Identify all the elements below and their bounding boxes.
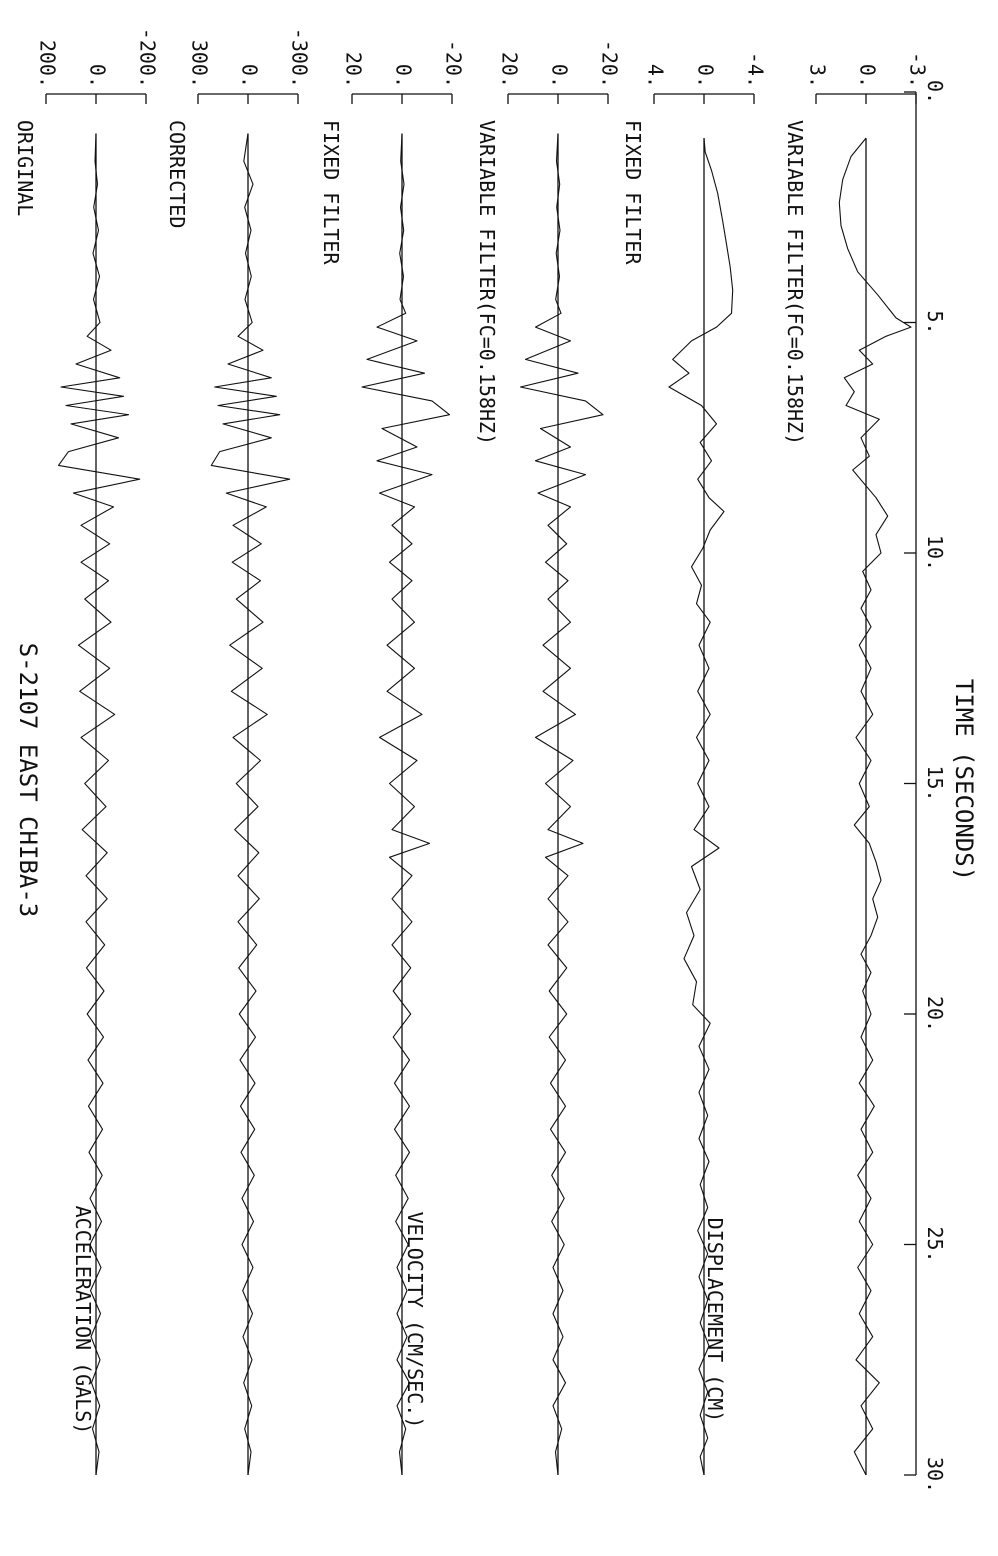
y-tick-label: -4. bbox=[744, 52, 768, 88]
y-tick-label: 20. bbox=[342, 52, 366, 88]
y-tick-label: 200. bbox=[36, 40, 60, 88]
x-tick-label: 10. bbox=[923, 535, 947, 571]
x-tick-label: 25. bbox=[923, 1226, 947, 1262]
y-tick-label: 0. bbox=[238, 64, 262, 88]
y-tick-label: 0. bbox=[86, 64, 110, 88]
panel-4: 20. 0. -20. VARIABLE FILTER(FC=0.158HZ) bbox=[475, 40, 622, 1476]
panel-label: ORIGINAL bbox=[13, 120, 37, 216]
panel-2: 300. 0. -300. CORRECTED bbox=[165, 28, 312, 1476]
y-tick-label: 4. bbox=[644, 64, 668, 88]
y-tick-label: -20. bbox=[442, 40, 466, 88]
y-tick-label: 0. bbox=[856, 64, 880, 88]
panel-label: VARIABLE FILTER(FC=0.158HZ) bbox=[783, 120, 807, 445]
x-tick-label: 15. bbox=[923, 765, 947, 801]
y-tick-label: 0. bbox=[548, 64, 572, 88]
group-labels: ACCELERATION (GALS) VELOCITY (CM/SEC.) D… bbox=[71, 1206, 727, 1435]
panel-label: CORRECTED bbox=[165, 120, 189, 228]
displacement-group-label: DISPLACEMENT (CM) bbox=[703, 1218, 727, 1423]
trace-line bbox=[519, 133, 604, 1476]
trace-line bbox=[57, 133, 141, 1476]
velocity-group-label: VELOCITY (CM/SEC.) bbox=[403, 1212, 427, 1429]
trace-line bbox=[210, 133, 291, 1476]
panel-label: FIXED FILTER bbox=[319, 120, 343, 265]
panel-3: 20. 0. -20. FIXED FILTER bbox=[319, 40, 466, 1476]
y-tick-label: 20. bbox=[498, 52, 522, 88]
panel-5: 4. 0. -4. FIXED FILTER bbox=[621, 52, 768, 1476]
x-tick-label: 0. bbox=[923, 80, 947, 104]
y-tick-label: -3. bbox=[906, 52, 930, 88]
acceleration-group-label: ACCELERATION (GALS) bbox=[71, 1206, 95, 1435]
trace-line bbox=[668, 138, 734, 1476]
x-tick-label: 20. bbox=[923, 996, 947, 1032]
y-tick-label: 0. bbox=[392, 64, 416, 88]
y-tick-label: 0. bbox=[694, 64, 718, 88]
y-tick-label: -300. bbox=[288, 28, 312, 88]
panel-label: VARIABLE FILTER(FC=0.158HZ) bbox=[475, 120, 499, 445]
trace-line bbox=[838, 137, 912, 1476]
x-tick-label: 5. bbox=[923, 310, 947, 334]
x-axis-label: TIME (SECONDS) bbox=[950, 679, 978, 881]
y-tick-label: -20. bbox=[598, 40, 622, 88]
panel-6: 3. 0. -3. VARIABLE FILTER(FC=0.158HZ) bbox=[783, 52, 930, 1476]
chart-title: S-2107 EAST CHIBA-3 bbox=[14, 643, 42, 918]
trace-line bbox=[361, 133, 451, 1476]
y-tick-label: -200. bbox=[136, 28, 160, 88]
x-tick-label: 30. bbox=[923, 1457, 947, 1493]
y-tick-label: 300. bbox=[188, 40, 212, 88]
panel-1: 200. 0. -200. ORIGINAL bbox=[13, 28, 160, 1476]
y-tick-label: 3. bbox=[806, 64, 830, 88]
panel-label: FIXED FILTER bbox=[621, 120, 645, 265]
x-axis: 0. 5. 10. 15. 20. 25. 30. bbox=[904, 80, 947, 1493]
